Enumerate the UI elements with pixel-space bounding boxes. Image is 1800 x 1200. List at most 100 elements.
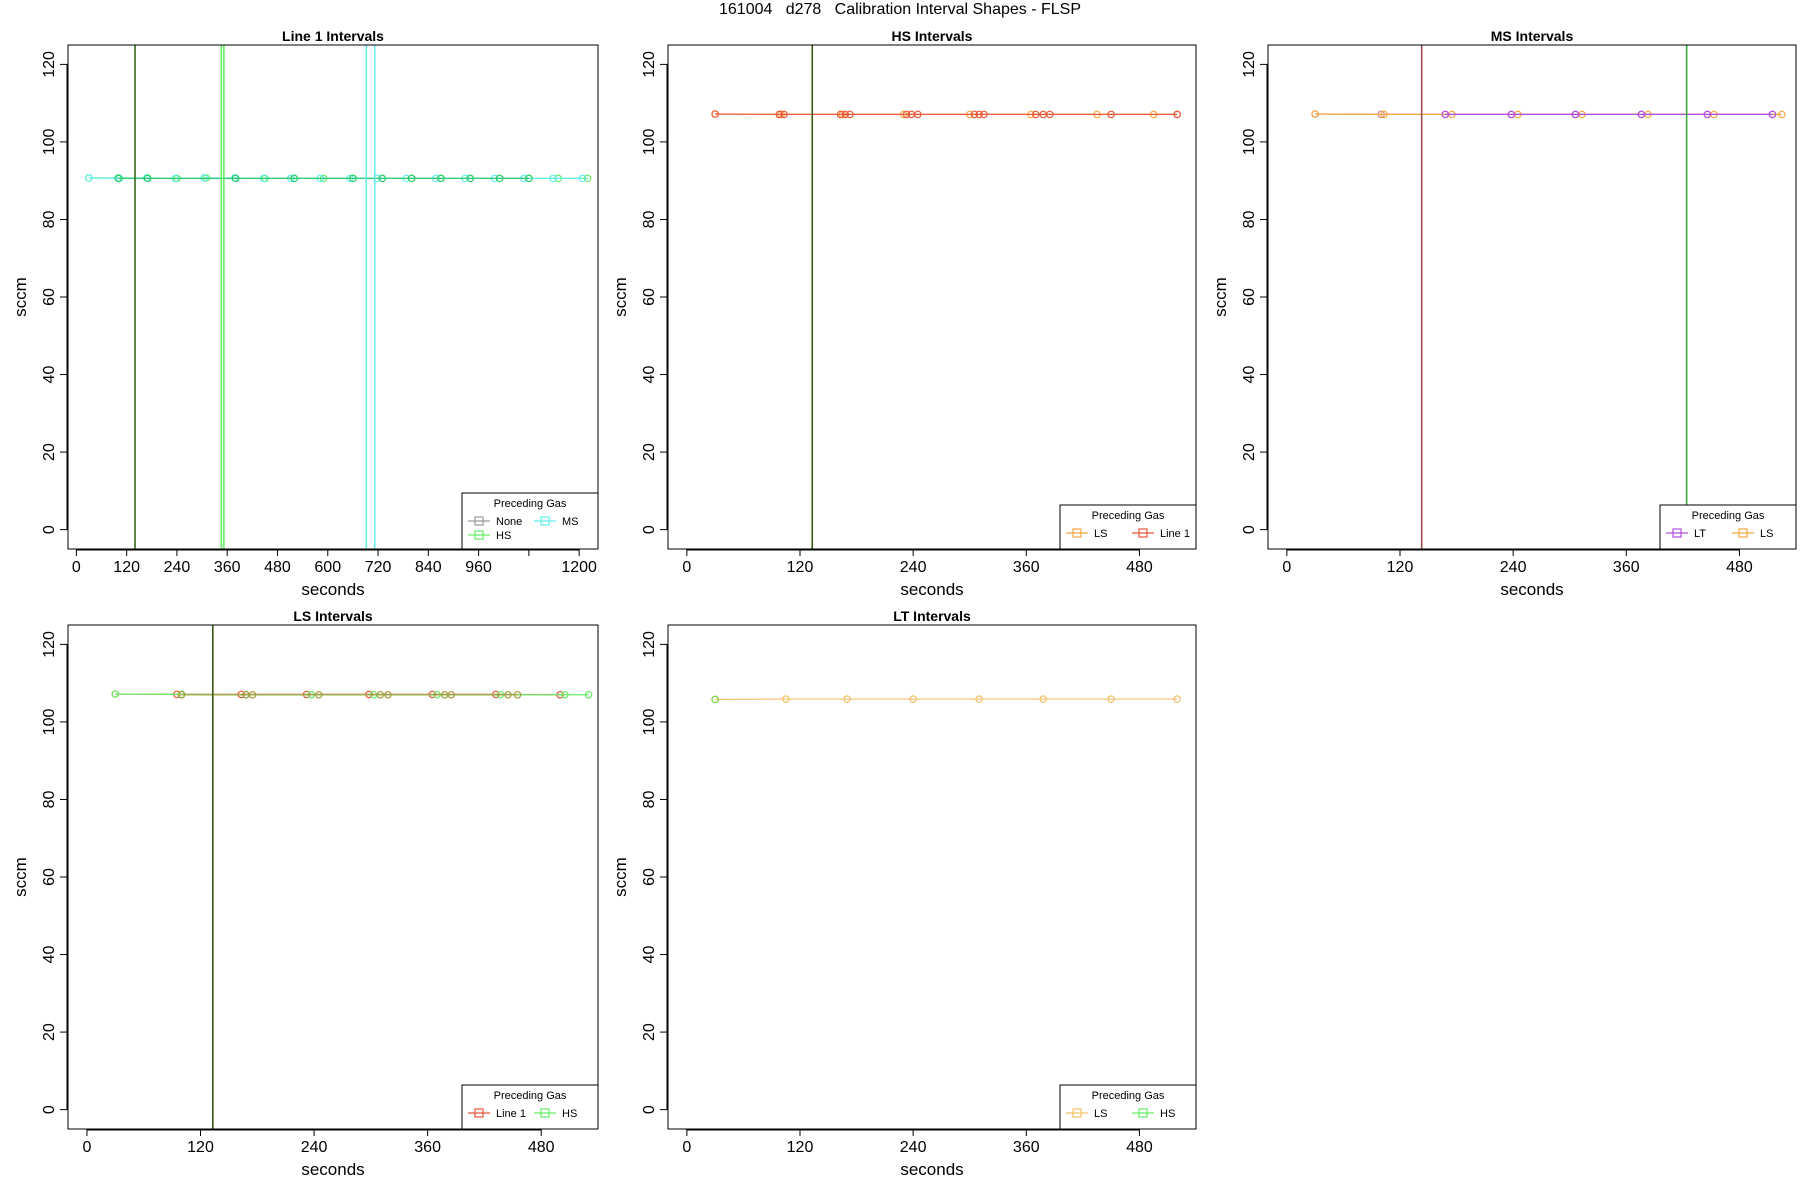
y-tick-label: 40: [1241, 366, 1258, 384]
data-point: [466, 174, 475, 183]
y-tick-label: 100: [41, 128, 58, 155]
y-tick-label: 120: [641, 51, 658, 78]
data-point: [780, 110, 788, 119]
legend-title: Preceding Gas: [1092, 1090, 1165, 1102]
data-point: [975, 695, 983, 703]
y-tick-label: 100: [641, 708, 658, 735]
plot-area: [111, 625, 593, 1129]
chart-panel-2: MS Intervals 0 120 240 360 480 seconds 0 20 40 60 8…: [1211, 28, 1797, 599]
x-tick-label: 240: [301, 1139, 328, 1156]
y-tick-label: 0: [1241, 525, 1258, 534]
x-tick-label: 720: [365, 559, 392, 576]
legend-box: [461, 1084, 599, 1130]
y-tick-label: 20: [641, 443, 658, 461]
chart-panel-4: LT Intervals 0 120 240 360 480 seconds 0 20 40 60 8…: [611, 608, 1197, 1179]
plot-frame: [667, 44, 1197, 550]
y-tick-label: 80: [41, 790, 58, 808]
plot-area: [1311, 45, 1786, 549]
y-tick-label: 20: [1241, 443, 1258, 461]
legend-swatch-marker: [540, 516, 550, 526]
legend-swatch-marker: [474, 530, 484, 540]
data-point: [846, 110, 854, 119]
x-tick-label: 240: [900, 559, 927, 576]
x-tick-label: 480: [1726, 559, 1753, 576]
y-tick-label: 80: [1241, 210, 1258, 228]
data-point: [504, 690, 512, 699]
x-tick-label: 0: [682, 1139, 691, 1156]
legend-box: [1659, 504, 1797, 550]
data-point: [782, 695, 790, 703]
x-tick-label: 240: [1500, 559, 1527, 576]
data-point: [841, 110, 850, 119]
x-axis-label: seconds: [301, 1160, 364, 1179]
data-point: [1311, 110, 1319, 118]
data-point: [248, 690, 257, 699]
x-tick-label: 840: [415, 559, 442, 576]
data-point: [1778, 110, 1786, 119]
panel-title: MS Intervals: [1491, 28, 1574, 44]
legend-entry-label: LS: [1094, 1108, 1107, 1120]
legend-box: [1059, 504, 1197, 550]
y-tick-label: 40: [641, 946, 658, 964]
x-tick-label: 480: [264, 559, 291, 576]
y-axis-label: sccm: [1211, 277, 1230, 317]
data-point: [902, 110, 911, 119]
x-tick-label: 0: [72, 559, 81, 576]
y-tick-label: 40: [41, 366, 58, 384]
legend-swatch-marker: [1738, 528, 1748, 538]
y-tick-label: 120: [41, 51, 58, 78]
data-point: [177, 690, 186, 699]
plot-frame: [67, 44, 599, 550]
data-point: [970, 110, 979, 119]
y-tick-label: 120: [641, 631, 658, 658]
y-axis-label: sccm: [611, 277, 630, 317]
plot-frame: [667, 624, 1197, 1130]
y-tick-label: 80: [41, 210, 58, 228]
y-tick-label: 20: [641, 1023, 658, 1041]
data-point: [290, 174, 299, 183]
x-tick-label: 360: [1613, 559, 1640, 576]
y-tick-label: 120: [1241, 51, 1258, 78]
y-tick-label: 60: [641, 868, 658, 886]
chart-panel-1: HS Intervals 0 120 240 360 480 seconds 0 20 40 60 8…: [611, 28, 1197, 599]
x-tick-label: 120: [113, 559, 140, 576]
data-point: [578, 174, 587, 183]
x-tick-label: 1200: [561, 559, 597, 576]
y-tick-label: 0: [41, 1105, 58, 1114]
data-point: [711, 695, 719, 704]
legend-swatch-marker: [474, 1108, 484, 1118]
legend-entry-label: Line 1: [1160, 528, 1190, 540]
y-tick-label: 100: [641, 128, 658, 155]
y-tick-label: 100: [41, 708, 58, 735]
y-tick-label: 100: [1241, 128, 1258, 155]
legend-swatch-marker: [474, 516, 484, 526]
data-point: [1507, 110, 1516, 119]
legend-entry-label: LS: [1760, 528, 1773, 540]
data-point: [584, 690, 593, 699]
data-point: [1637, 110, 1646, 119]
x-tick-label: 360: [1013, 1139, 1040, 1156]
x-tick-label: 360: [414, 1139, 441, 1156]
plot-frame: [1267, 44, 1797, 550]
data-point: [1768, 110, 1777, 119]
y-tick-label: 80: [641, 790, 658, 808]
legend-entry-label: HS: [1160, 1108, 1175, 1120]
data-point: [1703, 110, 1712, 119]
data-point: [315, 690, 323, 699]
data-point: [909, 695, 917, 703]
data-point: [495, 174, 504, 183]
data-point: [775, 110, 784, 119]
x-tick-label: 480: [1126, 1139, 1153, 1156]
x-tick-label: 120: [1387, 559, 1414, 576]
legend-entry-label: LT: [1694, 528, 1706, 540]
data-point: [980, 110, 988, 119]
y-tick-label: 120: [41, 631, 58, 658]
legend-title: Preceding Gas: [494, 1090, 567, 1102]
data-point: [1107, 695, 1115, 703]
y-tick-label: 20: [41, 1023, 58, 1041]
y-axis-label: sccm: [11, 857, 30, 897]
legend-entry-label: LS: [1094, 528, 1107, 540]
legend-swatch-marker: [540, 1108, 550, 1118]
data-point: [378, 174, 387, 183]
